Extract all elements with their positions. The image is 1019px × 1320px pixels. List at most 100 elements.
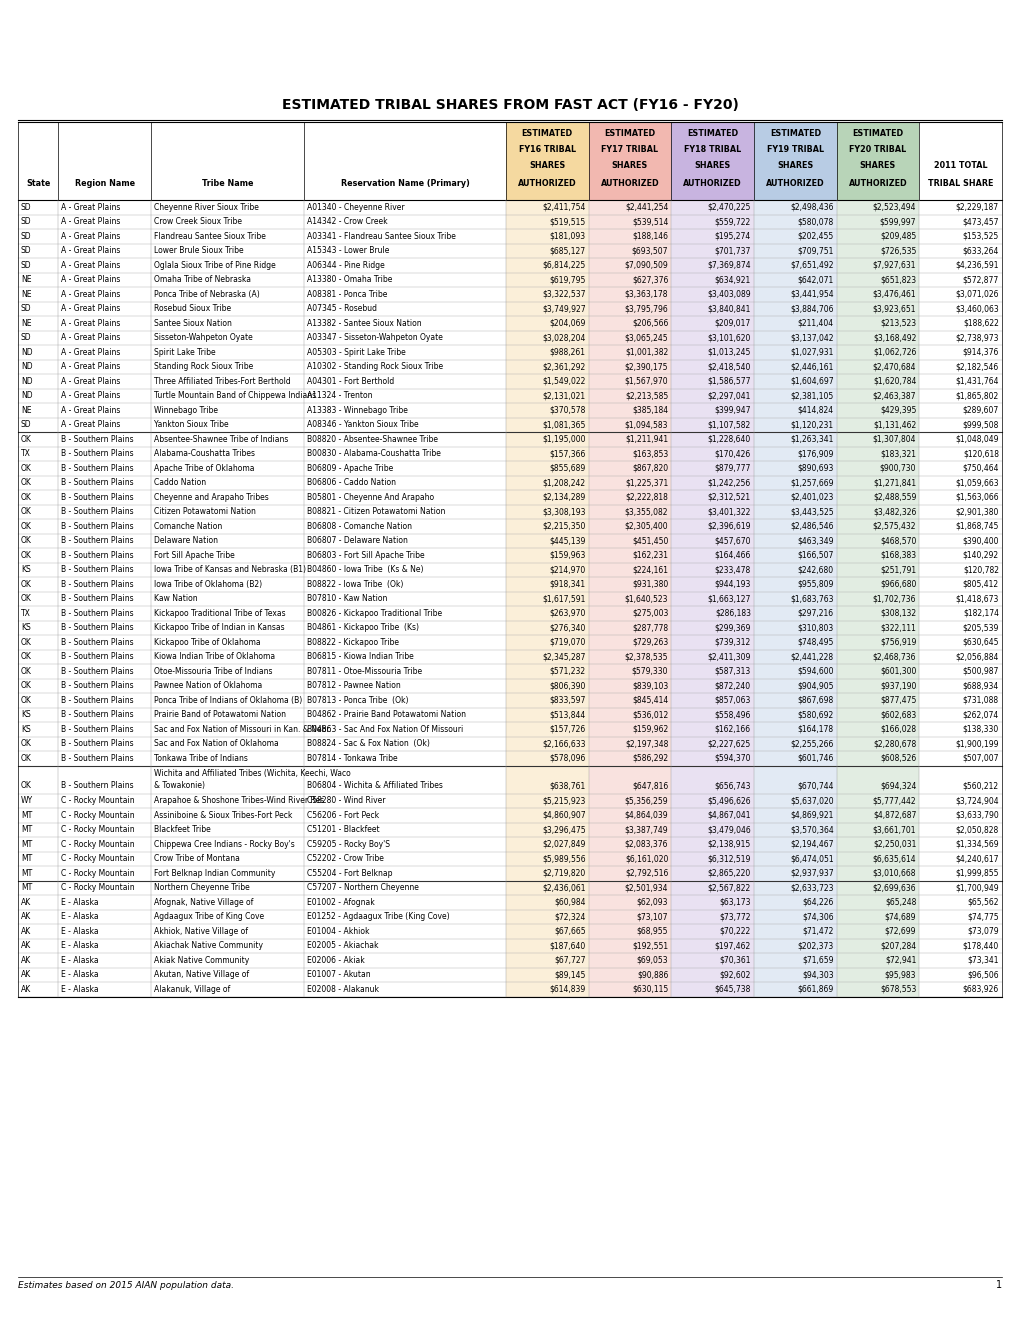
Text: $579,330: $579,330 — [631, 667, 667, 676]
Text: $931,380: $931,380 — [632, 579, 667, 589]
Text: $955,809: $955,809 — [797, 579, 833, 589]
Text: $7,369,874: $7,369,874 — [706, 261, 750, 269]
Text: $2,255,266: $2,255,266 — [790, 739, 833, 748]
Text: $176,909: $176,909 — [797, 449, 833, 458]
Bar — [671, 766, 753, 793]
Text: B - Southern Plains: B - Southern Plains — [61, 781, 133, 791]
Text: $2,738,973: $2,738,973 — [955, 333, 998, 342]
Bar — [671, 315, 753, 330]
Bar — [588, 822, 671, 837]
Bar — [671, 591, 753, 606]
Text: $918,341: $918,341 — [549, 579, 585, 589]
Text: ND: ND — [21, 362, 33, 371]
Text: KS: KS — [21, 725, 31, 734]
Bar — [505, 388, 588, 403]
Bar — [588, 577, 671, 591]
Bar — [588, 939, 671, 953]
Bar — [505, 286, 588, 301]
Text: A - Great Plains: A - Great Plains — [61, 290, 120, 298]
Text: $651,823: $651,823 — [879, 276, 915, 284]
Text: $370,578: $370,578 — [548, 405, 585, 414]
Text: AUTHORIZED: AUTHORIZED — [683, 180, 741, 189]
Text: $2,182,546: $2,182,546 — [955, 362, 998, 371]
Text: $67,665: $67,665 — [553, 927, 585, 936]
Text: $69,053: $69,053 — [636, 956, 667, 965]
Bar — [505, 808, 588, 822]
Bar — [836, 446, 918, 461]
Bar — [505, 577, 588, 591]
Text: $1,059,663: $1,059,663 — [955, 478, 998, 487]
Bar — [671, 121, 753, 201]
Bar — [836, 388, 918, 403]
Text: B07811 - Otoe-Missouria Tribe: B07811 - Otoe-Missouria Tribe — [307, 667, 422, 676]
Text: $7,090,509: $7,090,509 — [624, 261, 667, 269]
Text: Rosebud Sioux Tribe: Rosebud Sioux Tribe — [154, 304, 231, 313]
Bar — [836, 403, 918, 417]
Bar — [505, 519, 588, 533]
Text: $1,208,242: $1,208,242 — [542, 478, 585, 487]
Text: $3,795,796: $3,795,796 — [624, 304, 667, 313]
Text: C52202 - Crow Tribe: C52202 - Crow Tribe — [307, 854, 384, 863]
Text: $3,441,954: $3,441,954 — [790, 290, 833, 298]
Text: A - Great Plains: A - Great Plains — [61, 347, 120, 356]
Text: $571,232: $571,232 — [549, 667, 585, 676]
Bar — [588, 837, 671, 851]
Text: $601,746: $601,746 — [797, 754, 833, 763]
Text: $322,111: $322,111 — [879, 623, 915, 632]
Text: Cheyenne and Arapaho Tribes: Cheyenne and Arapaho Tribes — [154, 492, 269, 502]
Text: $709,751: $709,751 — [797, 247, 833, 255]
Bar — [588, 895, 671, 909]
Bar — [753, 359, 836, 374]
Text: ND: ND — [21, 376, 33, 385]
Text: $2,792,516: $2,792,516 — [625, 869, 667, 878]
Text: B - Southern Plains: B - Southern Plains — [61, 710, 133, 719]
Text: B - Southern Plains: B - Southern Plains — [61, 652, 133, 661]
Text: State: State — [25, 180, 50, 189]
Text: $1,663,127: $1,663,127 — [707, 594, 750, 603]
Text: $661,869: $661,869 — [797, 985, 833, 994]
Text: C59205 - Rocky Boy'S: C59205 - Rocky Boy'S — [307, 840, 390, 849]
Bar — [505, 737, 588, 751]
Text: $539,514: $539,514 — [632, 218, 667, 226]
Bar — [836, 201, 918, 214]
Text: $2,396,619: $2,396,619 — [707, 521, 750, 531]
Text: $3,101,620: $3,101,620 — [707, 333, 750, 342]
Text: $914,376: $914,376 — [962, 347, 998, 356]
Text: A13383 - Winnebago Tribe: A13383 - Winnebago Tribe — [307, 405, 408, 414]
Bar — [836, 475, 918, 490]
Text: Tribe Name: Tribe Name — [202, 180, 253, 189]
Bar — [836, 880, 918, 895]
Text: Ponca Tribe of Indians of Oklahoma (B): Ponca Tribe of Indians of Oklahoma (B) — [154, 696, 302, 705]
Text: $385,184: $385,184 — [632, 405, 667, 414]
Bar — [836, 257, 918, 272]
Text: $73,107: $73,107 — [636, 912, 667, 921]
Text: A05303 - Spirit Lake Tribe: A05303 - Spirit Lake Tribe — [307, 347, 406, 356]
Bar — [588, 461, 671, 475]
Text: E01004 - Akhiok: E01004 - Akhiok — [307, 927, 370, 936]
Text: $1,081,365: $1,081,365 — [542, 420, 585, 429]
Text: $601,300: $601,300 — [879, 667, 915, 676]
Text: $65,248: $65,248 — [884, 898, 915, 907]
Text: $286,183: $286,183 — [714, 609, 750, 618]
Text: B - Southern Plains: B - Southern Plains — [61, 594, 133, 603]
Bar — [671, 577, 753, 591]
Bar — [836, 417, 918, 432]
Bar — [753, 519, 836, 533]
Text: $1,700,949: $1,700,949 — [955, 883, 998, 892]
Text: $2,411,754: $2,411,754 — [542, 203, 585, 211]
Bar — [836, 606, 918, 620]
Text: $2,463,387: $2,463,387 — [872, 391, 915, 400]
Text: KS: KS — [21, 565, 31, 574]
Text: $1,228,640: $1,228,640 — [707, 434, 750, 444]
Bar — [753, 345, 836, 359]
Text: $74,306: $74,306 — [801, 912, 833, 921]
Text: Yankton Sioux Tribe: Yankton Sioux Tribe — [154, 420, 228, 429]
Text: $999,508: $999,508 — [962, 420, 998, 429]
Text: $120,618: $120,618 — [962, 449, 998, 458]
Text: B - Southern Plains: B - Southern Plains — [61, 565, 133, 574]
Bar — [753, 286, 836, 301]
Text: OK: OK — [21, 478, 32, 487]
Text: $187,640: $187,640 — [549, 941, 585, 950]
Text: $2,222,818: $2,222,818 — [625, 492, 667, 502]
Text: $2,250,031: $2,250,031 — [872, 840, 915, 849]
